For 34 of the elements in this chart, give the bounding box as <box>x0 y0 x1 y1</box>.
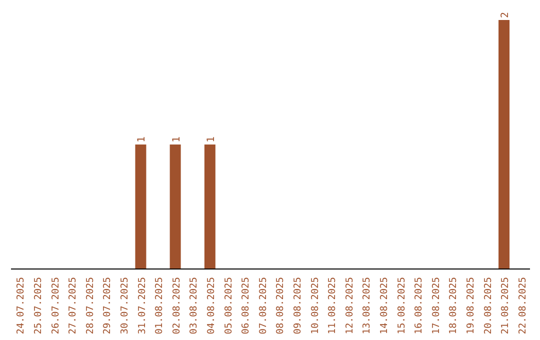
x-tick-label: 27.07.2025 <box>68 277 79 334</box>
x-tick-label: 08.08.2025 <box>275 277 286 334</box>
x-tick-label: 13.08.2025 <box>362 277 373 334</box>
x-tick-label: 22.08.2025 <box>517 277 528 334</box>
x-tick-label: 19.08.2025 <box>465 277 476 334</box>
x-tick-label: 05.08.2025 <box>223 277 234 334</box>
x-tick-label: 24.07.2025 <box>16 277 27 334</box>
x-tick-label: 21.08.2025 <box>500 277 512 334</box>
x-tick-label: 14.08.2025 <box>378 277 390 334</box>
data-label: 1 <box>206 136 217 142</box>
x-tick-label: 17.08.2025 <box>430 277 442 334</box>
x-tick-label: 06.08.2025 <box>240 277 252 334</box>
data-label: 1 <box>136 136 148 142</box>
x-tick-label: 01.08.2025 <box>154 277 166 334</box>
x-tick-label: 29.07.2025 <box>102 277 114 334</box>
x-tick-label: 03.08.2025 <box>188 277 200 334</box>
x-tick-label: 02.08.2025 <box>171 277 182 334</box>
x-tick-label: 30.07.2025 <box>119 277 130 334</box>
x-tick-label: 11.08.2025 <box>327 277 338 334</box>
x-tick-label: 10.08.2025 <box>310 277 321 334</box>
x-tick-label: 26.07.2025 <box>50 277 62 334</box>
x-tick-label: 31.07.2025 <box>136 277 148 334</box>
x-tick-label: 15.08.2025 <box>396 277 408 334</box>
x-tick-label: 12.08.2025 <box>344 277 356 334</box>
x-tick-label: 07.08.2025 <box>258 277 269 334</box>
x-tick-label: 18.08.2025 <box>448 277 460 334</box>
x-tick-label: 20.08.2025 <box>482 277 494 334</box>
data-label: 2 <box>500 12 512 18</box>
x-tick-label: 09.08.2025 <box>292 277 304 334</box>
x-tick-label: 04.08.2025 <box>206 277 217 334</box>
x-tick-label: 28.07.2025 <box>84 277 96 334</box>
x-tick-label: 16.08.2025 <box>414 277 425 334</box>
data-label: 1 <box>171 136 182 142</box>
x-tick-label: 25.07.2025 <box>32 277 44 334</box>
